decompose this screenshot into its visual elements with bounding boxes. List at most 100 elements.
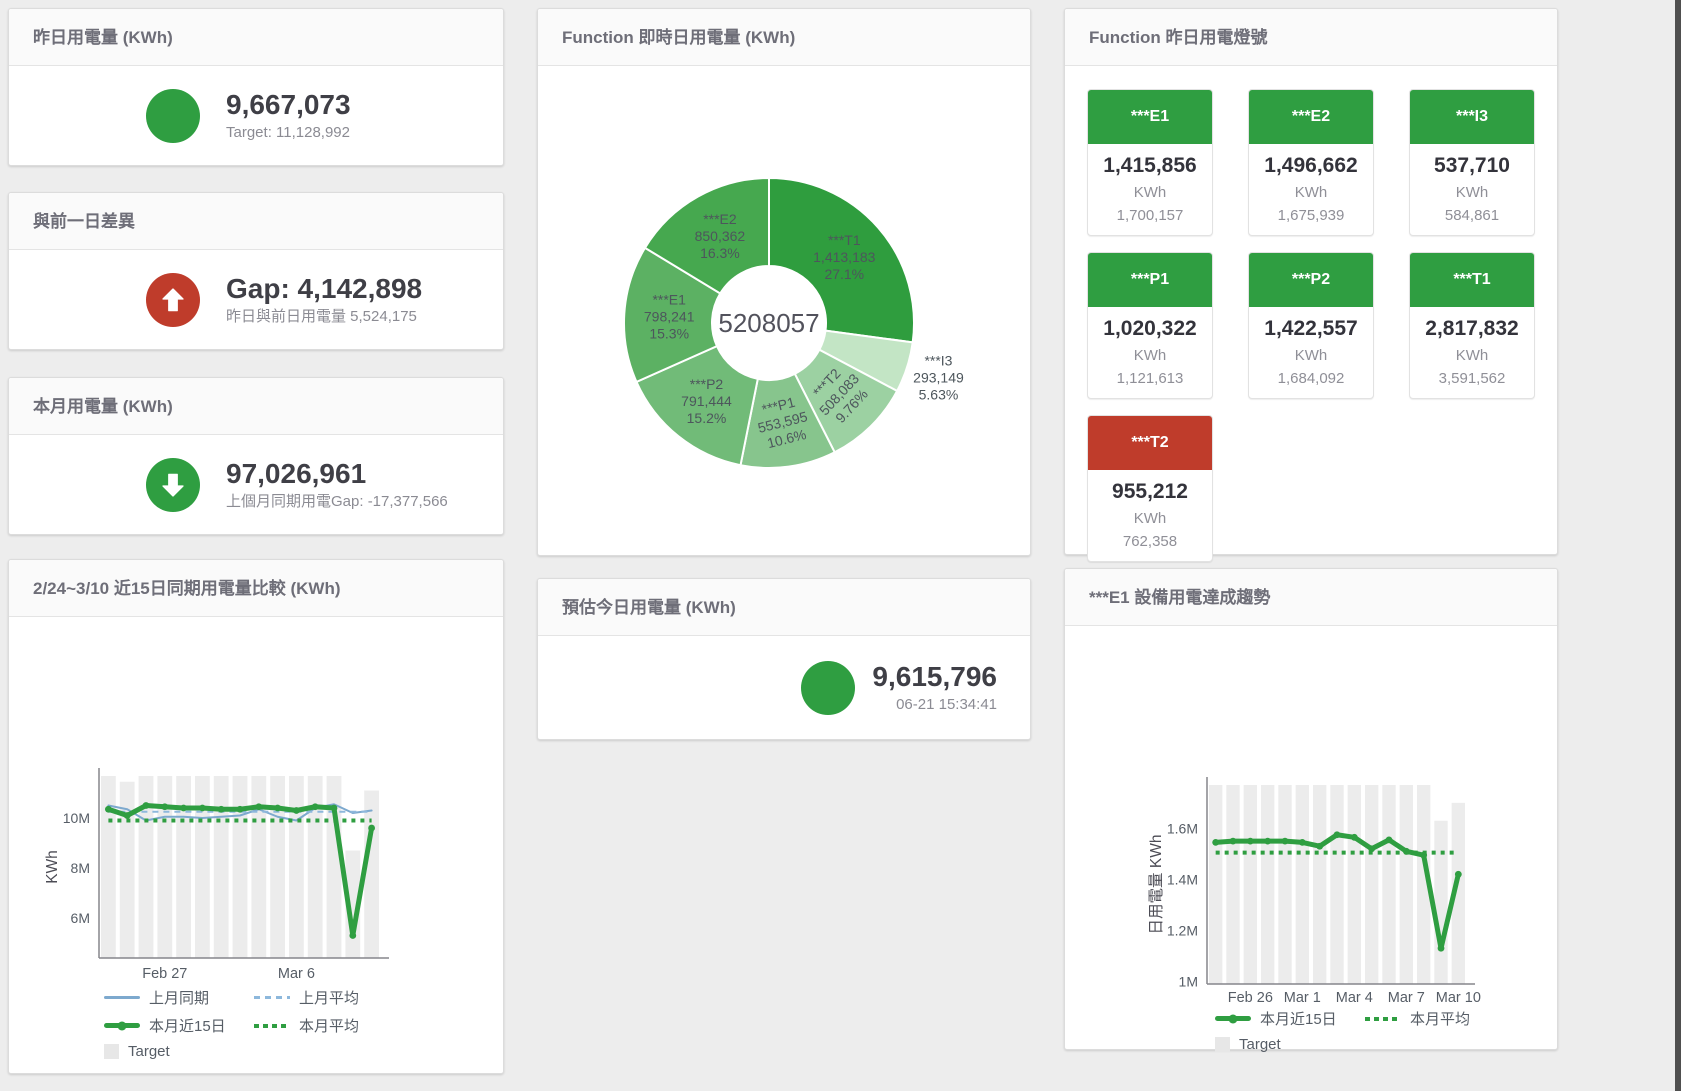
panel-header[interactable]: 本月用電量 (KWh) — [9, 378, 503, 435]
tile-value: 955,212 — [1112, 480, 1188, 503]
tile-body: 1,496,662 KWh 1,675,939 — [1249, 144, 1373, 227]
target-bar — [1434, 820, 1448, 984]
target-bar — [345, 850, 361, 958]
legend-item[interactable]: Target — [104, 1043, 254, 1060]
panel-header[interactable]: 與前一日差異 — [9, 193, 503, 250]
series-marker — [1264, 837, 1272, 845]
target-bar — [157, 776, 173, 958]
legend-label: 本月平均 — [299, 1018, 360, 1035]
series-marker — [217, 805, 225, 813]
panel-15day-compare-chart: 2/24~3/10 近15日同期用電量比較 (KWh) 6M 8M 10M Feb 2… — [8, 559, 504, 1074]
stat-value: 9,615,796 — [872, 660, 997, 692]
tile-value: 1,415,856 — [1103, 154, 1197, 177]
tile-unit: KWh — [1294, 184, 1328, 201]
scrollbar[interactable] — [1675, 0, 1681, 1091]
panel-header[interactable]: Function 昨日用電燈號 — [1065, 9, 1557, 66]
x-tick-label: Feb 26 — [1228, 990, 1273, 1004]
series-marker — [1316, 842, 1324, 850]
donut-slice-P2[interactable] — [635, 344, 759, 467]
tile-target: 762,358 — [1122, 533, 1178, 550]
series-marker — [123, 812, 131, 819]
y-tick-label: 1.4M — [1167, 871, 1198, 887]
trend-chart-area: 1M 1.2M 1.4M 1.6M Feb 26 Mar 1 Mar 4 Mar 7 Mar 1… — [1065, 626, 1557, 1053]
tile-label: ***E2 — [1249, 90, 1373, 144]
panel-title: ***E1 設備用電達成趨勢 — [1089, 588, 1271, 607]
target-bar — [1261, 785, 1275, 984]
series-marker — [1385, 836, 1393, 844]
series-marker — [1368, 845, 1376, 853]
panel-month-usage: 本月用電量 (KWh) 97,026,961 上個月同期用電Gap: -17,3… — [8, 377, 504, 535]
panel-header[interactable]: Function 即時日用電量 (KWh) — [538, 9, 1030, 66]
series-marker — [349, 932, 357, 939]
target-bar — [101, 776, 116, 958]
status-tile-T1[interactable]: ***T1 2,817,832 KWh 3,591,562 — [1409, 252, 1535, 399]
series-marker — [1333, 831, 1341, 839]
status-tile-P1[interactable]: ***P1 1,020,322 KWh 1,121,613 — [1087, 252, 1213, 399]
series-marker — [161, 803, 169, 811]
status-tile-E1[interactable]: ***E1 1,415,856 KWh 1,700,157 — [1087, 89, 1213, 236]
panel-header[interactable]: 預估今日用電量 (KWh) — [538, 579, 1030, 636]
target-bar — [213, 776, 229, 958]
legend-item[interactable]: 本月平均 — [254, 1015, 404, 1036]
series-marker — [199, 804, 206, 812]
target-bar — [1226, 785, 1240, 984]
x-tick-label: Mar 4 — [1336, 990, 1373, 1004]
tile-body: 1,020,322 KWh 1,121,613 — [1088, 307, 1212, 390]
panel-header[interactable]: 昨日用電量 (KWh) — [9, 9, 503, 66]
legend-item[interactable]: Target — [1215, 1036, 1365, 1053]
compare15-svg: 6M 8M 10M Feb 27 Mar 6 KWh — [44, 768, 389, 982]
legend-item[interactable]: 本月近15日 — [104, 1015, 254, 1036]
chart-legend: 上月同期 上月平均 本月近15日 本月平均 Target — [104, 987, 404, 1067]
status-tile-P2[interactable]: ***P2 1,422,557 KWh 1,684,092 — [1248, 252, 1374, 399]
target-bar — [1243, 785, 1257, 984]
donut-slice-E2[interactable] — [643, 176, 770, 295]
target-bar — [1295, 785, 1309, 984]
x-tick-label: Mar 10 — [1436, 990, 1481, 1004]
series-marker — [274, 804, 281, 812]
legend-item[interactable]: 上月同期 — [104, 987, 254, 1008]
x-tick-label: Mar 7 — [1388, 990, 1425, 1004]
chart-legend: 本月近15日 本月平均 Target — [1215, 1008, 1515, 1060]
panel-title: Function 即時日用電量 (KWh) — [562, 28, 796, 47]
legend-item[interactable]: 本月平均 — [1365, 1008, 1515, 1029]
panel-estimate-today: 預估今日用電量 (KWh) 9,615,796 06-21 15:34:41 — [537, 578, 1031, 740]
status-tile-E2[interactable]: ***E2 1,496,662 KWh 1,675,939 — [1248, 89, 1374, 236]
series-marker — [293, 807, 300, 814]
donut-slice-T1[interactable] — [768, 176, 915, 344]
panel-header[interactable]: ***E1 設備用電達成趨勢 — [1065, 569, 1557, 626]
legend-item[interactable]: 上月平均 — [254, 987, 404, 1008]
target-bar — [1382, 785, 1396, 984]
status-tile-I3[interactable]: ***I3 537,710 KWh 584,861 — [1409, 89, 1535, 236]
tile-target: 3,591,562 — [1438, 370, 1506, 387]
tile-unit: KWh — [1133, 184, 1167, 201]
series-marker — [1281, 837, 1289, 845]
target-bar — [1278, 785, 1292, 984]
series-marker — [1212, 839, 1220, 846]
target-bar — [1399, 785, 1413, 984]
legend-label: Target — [1239, 1036, 1281, 1053]
tile-unit: KWh — [1133, 347, 1167, 364]
panel-header[interactable]: 2/24~3/10 近15日同期用電量比較 (KWh) — [9, 560, 503, 617]
tile-value: 1,496,662 — [1264, 154, 1358, 177]
legend-label: 上月同期 — [149, 990, 210, 1007]
legend-swatch-dots — [1365, 1016, 1401, 1021]
legend-swatch-dots — [254, 1023, 290, 1028]
series-marker — [236, 805, 244, 813]
tile-body: 1,422,557 KWh 1,684,092 — [1249, 307, 1373, 390]
status-circle-icon — [801, 660, 856, 715]
series-marker — [1437, 944, 1445, 952]
status-tile-T2[interactable]: ***T2 955,212 KWh 762,358 — [1087, 415, 1213, 562]
legend-label: 本月近15日 — [1260, 1011, 1337, 1028]
series-marker — [105, 805, 112, 813]
donut-slice-label: ***T1 1,413,183 27.1% — [813, 232, 875, 282]
donut-slice-E1[interactable] — [623, 246, 722, 384]
series-marker — [311, 803, 319, 811]
panel-yesterday-usage: 昨日用電量 (KWh) 9,667,073 Target: 11,128,992 — [8, 8, 504, 166]
target-bar — [1347, 785, 1361, 984]
panel-title: 昨日用電量 (KWh) — [33, 28, 173, 47]
panel-realtime-donut: Function 即時日用電量 (KWh) ***T1 1,413,183 27.1… — [537, 8, 1031, 556]
stat-timestamp: 06-21 15:34:41 — [896, 695, 997, 713]
target-bar — [307, 776, 323, 958]
legend-item[interactable]: 本月近15日 — [1215, 1008, 1365, 1029]
